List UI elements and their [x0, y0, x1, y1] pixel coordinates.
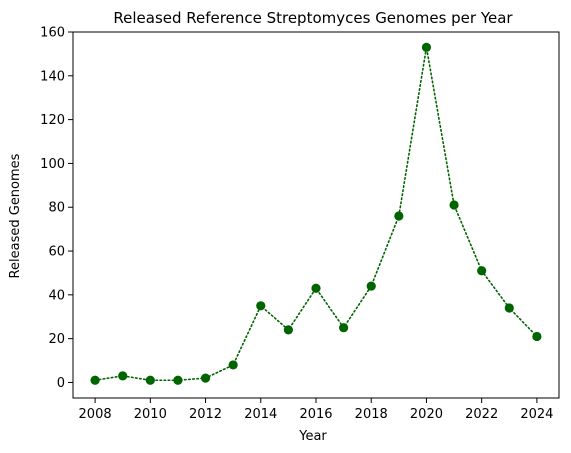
y-axis-label: Released Genomes: [8, 153, 23, 278]
data-point: [339, 323, 349, 333]
x-tick-label: 2008: [79, 407, 112, 422]
x-axis-label: Year: [298, 429, 327, 444]
y-tick-label: 20: [48, 332, 65, 347]
data-point: [173, 375, 183, 385]
data-point: [532, 331, 542, 342]
series-released-genomes: [90, 42, 542, 385]
x-tick-label: 2010: [134, 407, 167, 422]
data-point: [118, 371, 128, 381]
data-point: [283, 325, 293, 335]
data-point: [200, 373, 211, 383]
x-tick-label: 2014: [244, 407, 277, 422]
y-tick-label: 0: [57, 376, 65, 391]
data-point: [366, 281, 376, 291]
x-tick-label: 2016: [299, 407, 332, 422]
x-tick-label: 2018: [355, 407, 388, 422]
x-tick-label: 2022: [465, 407, 498, 422]
data-point: [90, 375, 100, 385]
data-point: [394, 211, 404, 221]
y-tick-label: 120: [40, 113, 65, 128]
data-point: [449, 200, 459, 210]
data-point: [477, 266, 487, 276]
x-tick-label: 2012: [189, 407, 222, 422]
x-tick-label: 2024: [520, 407, 553, 422]
y-tick-label: 160: [40, 26, 65, 41]
data-point: [145, 375, 155, 385]
data-point: [228, 360, 238, 370]
y-tick-label: 140: [40, 69, 65, 84]
y-tick-label: 100: [40, 157, 65, 172]
plot-area: [72, 31, 560, 399]
series-line: [94, 47, 538, 382]
y-tick-label: 60: [48, 245, 65, 260]
y-axis: 0 20 40 60 80 100 120 140 160: [40, 26, 73, 391]
x-axis: 2008 2010 2012 2014 2016 2018 2020 2022 2024: [79, 398, 553, 422]
x-tick-label: 2020: [410, 407, 443, 422]
data-point: [256, 301, 266, 311]
plot-frame: [72, 31, 560, 399]
data-point: [421, 42, 432, 52]
chart-title: Released Reference Streptomyces Genomes …: [113, 9, 513, 27]
y-tick-label: 80: [48, 201, 65, 216]
data-point: [311, 283, 321, 293]
y-tick-label: 40: [48, 288, 65, 303]
data-point: [504, 303, 514, 313]
